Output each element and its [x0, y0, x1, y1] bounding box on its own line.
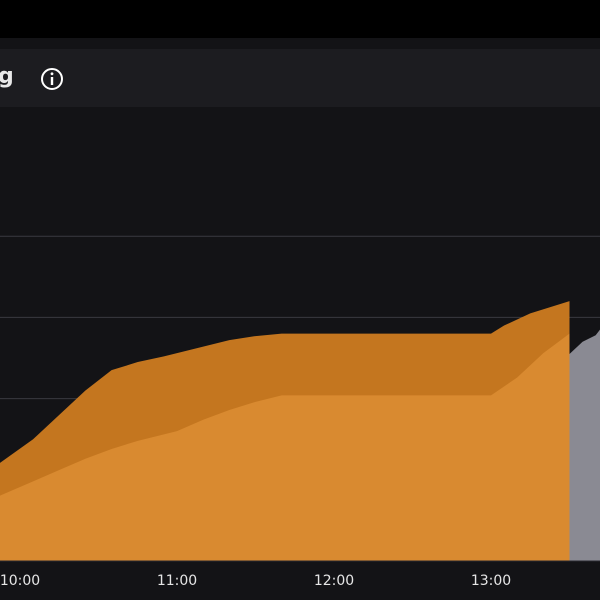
x-tick-label: 13:00	[471, 573, 511, 589]
panel-header: g	[0, 49, 600, 107]
x-tick-label: 12:00	[314, 573, 354, 589]
panel-title: g	[0, 64, 14, 89]
x-tick-label: 11:00	[157, 573, 197, 589]
top-bar	[0, 0, 600, 38]
chart-area: 10:00 11:00 12:00 13:00	[0, 235, 600, 589]
info-circle-icon[interactable]	[40, 67, 64, 91]
lower-area	[0, 333, 570, 561]
x-tick-label: 10:00	[0, 573, 40, 589]
forecast-area	[569, 329, 600, 561]
